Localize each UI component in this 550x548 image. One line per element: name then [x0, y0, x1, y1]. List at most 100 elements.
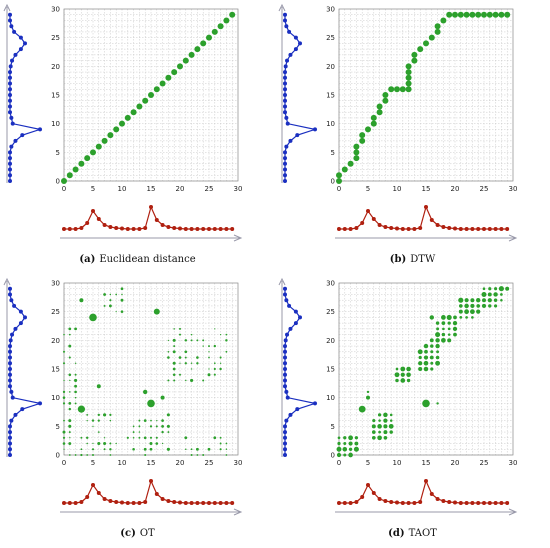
series-x-point [183, 501, 188, 505]
series-x-point [400, 227, 405, 231]
match-point [63, 379, 65, 382]
series-x-point [354, 500, 359, 504]
panel-taot: 0 5 10 15 20 25 30 0 5 10 15 20 25 30 (d) TAOT [275, 274, 550, 548]
y-tick-label: 10 [326, 120, 335, 128]
series-y-point [284, 24, 289, 29]
match-point [179, 362, 181, 364]
match-point [423, 366, 429, 372]
match-point [147, 399, 155, 408]
series-y-line [284, 288, 318, 455]
series-x-point [406, 227, 411, 231]
series-x-point [441, 225, 446, 229]
x-tick-label: 15 [422, 459, 431, 467]
match-point [96, 384, 101, 389]
x-tick-label: 20 [176, 459, 185, 467]
series-y-point [8, 156, 12, 161]
series-x-point [429, 218, 434, 222]
series-x-point [424, 205, 428, 209]
match-point [447, 321, 451, 325]
series-x-point [189, 227, 194, 231]
match-point [388, 86, 395, 93]
y-tick-label: 0 [56, 452, 60, 460]
caption-text: TAOT [408, 528, 437, 539]
y-tick-label: 0 [56, 178, 60, 186]
series-x-point [395, 226, 399, 231]
match-point [213, 362, 216, 365]
x-tick-label: 0 [62, 185, 66, 193]
match-point [394, 372, 400, 378]
series-y-point [293, 309, 298, 314]
match-point [68, 407, 72, 411]
match-point [132, 447, 135, 451]
series-y-point [8, 435, 12, 440]
match-point [166, 424, 170, 428]
plot-dtw: 0 5 10 15 20 25 30 0 5 10 15 20 25 30 [278, 3, 517, 242]
x-tick-label: 0 [337, 459, 341, 467]
x-tick-label: 25 [480, 459, 489, 467]
series-x-point [342, 227, 347, 231]
match-point [190, 362, 193, 365]
match-point [132, 436, 135, 439]
match-point [185, 448, 187, 451]
match-point [86, 442, 88, 445]
series-y-point [13, 138, 18, 143]
match-point [348, 447, 353, 451]
match-point [115, 293, 118, 296]
series-x-point [67, 501, 72, 505]
series-x-point [230, 501, 235, 505]
match-point [156, 420, 158, 422]
match-point [394, 86, 400, 93]
series-y-point [284, 144, 289, 149]
series-y [3, 3, 43, 183]
match-point [366, 395, 370, 400]
series-x-point [337, 501, 341, 505]
series-y-point [10, 332, 15, 337]
match-point [219, 442, 222, 445]
plot-area: 0 5 10 15 20 25 30 0 5 10 15 20 25 30 [51, 6, 242, 194]
match-point [89, 313, 97, 322]
match-point [80, 436, 83, 439]
match-point [434, 28, 441, 35]
match-point [143, 419, 147, 422]
match-point [144, 453, 147, 457]
match-point [447, 338, 452, 343]
match-point [138, 419, 141, 422]
match-point [155, 425, 158, 428]
y-tick-label: 5 [331, 423, 335, 431]
series-y-point [295, 133, 300, 138]
match-point [167, 350, 170, 353]
series-y-point [288, 52, 293, 57]
match-point [418, 355, 422, 360]
caption-taot: (d) TAOT [275, 528, 550, 539]
match-point [343, 436, 347, 440]
match-point [200, 40, 207, 47]
series-y-point [8, 453, 12, 457]
match-point [86, 419, 88, 422]
match-point [435, 360, 441, 366]
match-point [142, 97, 149, 104]
match-point [149, 447, 153, 451]
match-point [202, 379, 205, 382]
match-point [121, 293, 123, 296]
x-tick-label: 20 [451, 185, 460, 193]
series-y-point [283, 161, 287, 166]
series-y-point [8, 75, 12, 80]
series-x-point [493, 227, 498, 231]
series-x-point [371, 491, 376, 495]
match-point [62, 402, 66, 405]
match-point [219, 362, 222, 364]
series-x-point [354, 226, 359, 230]
y-tick-label: 20 [326, 63, 335, 71]
series-y-point [283, 372, 287, 377]
match-point [167, 431, 170, 433]
match-point [196, 454, 199, 456]
series-x-point [137, 501, 142, 505]
match-point [95, 143, 102, 150]
series-y [3, 277, 43, 457]
match-point [464, 303, 469, 309]
series-y-point [293, 47, 298, 52]
match-point [97, 413, 100, 417]
series-x-point [96, 217, 101, 221]
caption-text: DTW [410, 254, 436, 265]
series-y-point [9, 389, 14, 394]
